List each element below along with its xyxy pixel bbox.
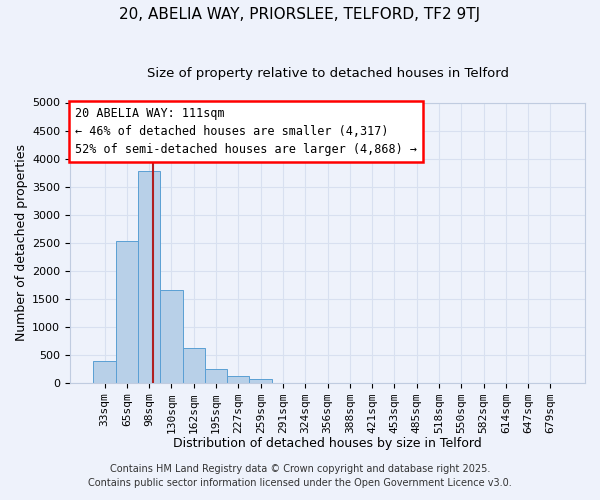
- Bar: [227, 376, 250, 382]
- X-axis label: Distribution of detached houses by size in Telford: Distribution of detached houses by size …: [173, 437, 482, 450]
- Bar: [160, 290, 182, 382]
- Bar: [250, 379, 272, 382]
- Text: 20, ABELIA WAY, PRIORSLEE, TELFORD, TF2 9TJ: 20, ABELIA WAY, PRIORSLEE, TELFORD, TF2 …: [119, 8, 481, 22]
- Bar: [138, 171, 160, 382]
- Bar: [182, 348, 205, 382]
- Title: Size of property relative to detached houses in Telford: Size of property relative to detached ho…: [146, 68, 509, 80]
- Y-axis label: Number of detached properties: Number of detached properties: [15, 144, 28, 341]
- Bar: [116, 241, 138, 382]
- Text: Contains HM Land Registry data © Crown copyright and database right 2025.
Contai: Contains HM Land Registry data © Crown c…: [88, 464, 512, 487]
- Bar: [94, 362, 116, 382]
- Text: 20 ABELIA WAY: 111sqm
← 46% of detached houses are smaller (4,317)
52% of semi-d: 20 ABELIA WAY: 111sqm ← 46% of detached …: [75, 106, 417, 156]
- Bar: [205, 370, 227, 382]
